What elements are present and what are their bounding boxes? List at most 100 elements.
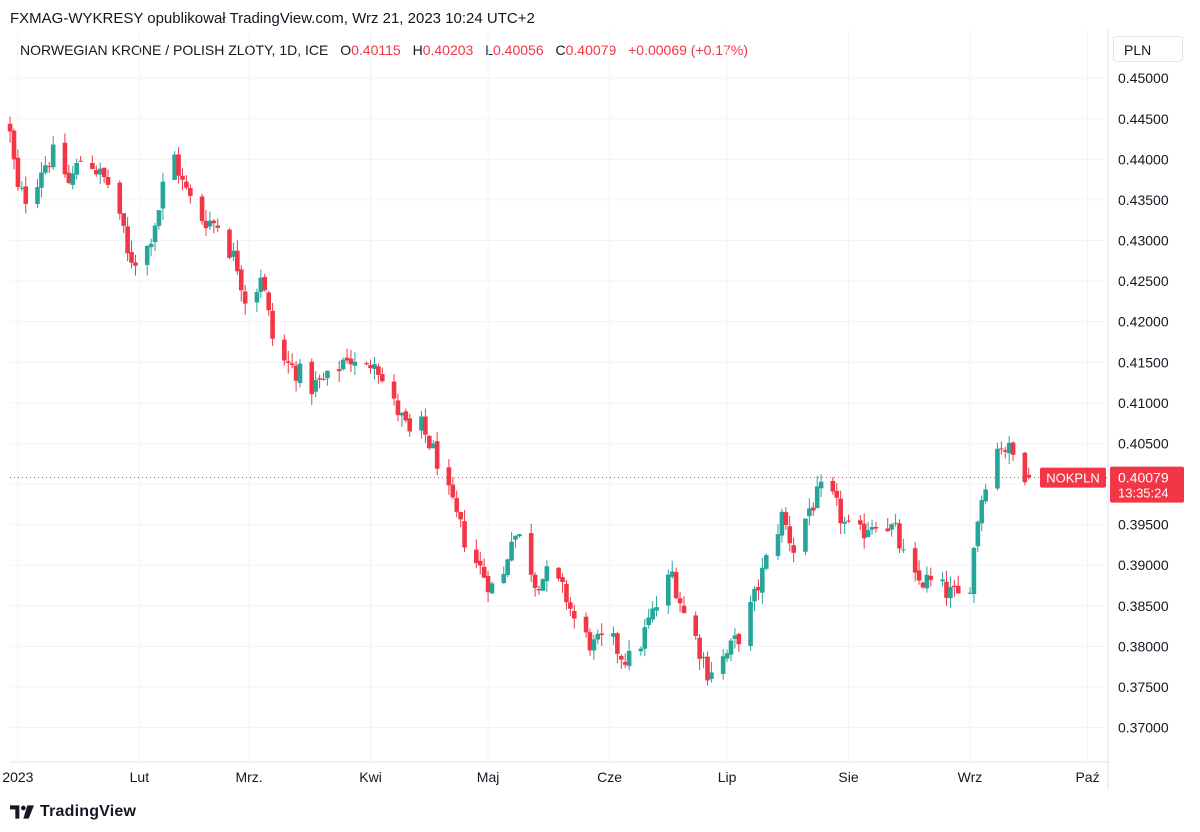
candle-down: [1010, 441, 1016, 461]
candle-body: [650, 608, 655, 620]
candle-up: [509, 532, 514, 562]
candle-up: [967, 587, 973, 595]
candle-body: [344, 357, 350, 361]
currency-button[interactable]: PLN: [1113, 36, 1183, 62]
candle-body: [783, 512, 789, 526]
candle-body: [540, 579, 546, 591]
candle-body: [705, 656, 710, 681]
time-axis[interactable]: 2023 Lut Mrz. Kwi Maj Cze Lip Sie Wrz Paź: [2, 769, 1099, 785]
price-tick-label: 0.39000: [1118, 557, 1169, 573]
candle-body: [560, 577, 565, 582]
price-tick-label: 0.42500: [1118, 273, 1169, 289]
candle-up: [591, 634, 597, 660]
candle-body: [756, 586, 761, 591]
candle-body: [133, 262, 138, 266]
symbol-legend: NORWEGIAN KRONE / POLISH ZLOTY, 1D, ICE …: [20, 42, 748, 58]
candle-down: [282, 334, 287, 366]
candle-up: [297, 358, 303, 388]
candle-down: [242, 284, 248, 315]
price-tag-countdown: 13:35:24: [1118, 486, 1169, 501]
candle-body: [427, 435, 432, 449]
candle-body: [489, 583, 495, 594]
price-tick-label: 0.44500: [1118, 111, 1169, 127]
candle-body: [775, 534, 781, 556]
time-tick-label: Lut: [130, 769, 150, 785]
candle-body: [846, 520, 851, 522]
candle-body: [873, 526, 879, 529]
candle-down: [270, 302, 275, 346]
candle-down: [791, 537, 796, 563]
candle-body: [254, 292, 260, 303]
candle-body: [889, 524, 894, 530]
symbol-name[interactable]: NORWEGIAN KRONE / POLISH ZLOTY, 1D, ICE: [20, 42, 329, 58]
candle-up: [971, 546, 977, 604]
candle-body: [901, 549, 906, 551]
publisher-header: FXMAG-WYKRESY opublikował TradingView.co…: [10, 10, 535, 27]
low-label: L: [485, 42, 493, 58]
candle-body: [948, 586, 953, 599]
candle-down: [199, 193, 205, 225]
candle-body: [912, 548, 918, 573]
candle-up: [97, 162, 103, 185]
candle-up: [19, 181, 25, 192]
candle-body: [666, 574, 671, 606]
candle-body: [626, 650, 632, 667]
candle-body: [952, 585, 957, 588]
candle-down: [485, 571, 491, 602]
candle-body: [779, 511, 785, 536]
time-tick-label: Kwi: [359, 769, 382, 785]
candle-body: [262, 276, 268, 291]
price-tick-label: 0.39500: [1118, 517, 1169, 533]
candle-down: [211, 219, 217, 234]
candle-body: [595, 633, 601, 640]
candle-body: [352, 361, 358, 366]
candle-body: [101, 167, 107, 178]
candle-up: [505, 558, 510, 578]
candle-down: [235, 240, 240, 275]
candle-up: [43, 155, 48, 175]
candle-down: [955, 575, 961, 594]
candle-down: [203, 209, 209, 237]
candle-down: [454, 490, 460, 518]
candle-down: [560, 573, 565, 593]
candle-up: [74, 158, 79, 180]
candle-up: [842, 516, 847, 534]
candle-down: [705, 651, 710, 686]
candle-down: [532, 572, 538, 597]
candle-body: [152, 225, 158, 243]
candle-up: [948, 576, 953, 608]
candle-down: [176, 147, 181, 184]
candle-down: [873, 521, 879, 533]
candle-body: [1022, 452, 1028, 483]
candle-down: [238, 265, 244, 302]
candle-body: [117, 182, 123, 214]
candle-down: [117, 180, 123, 220]
time-tick-label: Sie: [838, 769, 858, 785]
candle-body: [517, 534, 522, 537]
candle-up: [172, 151, 177, 180]
candle-body: [571, 611, 577, 619]
candle-down: [23, 176, 29, 214]
candle-body: [446, 467, 452, 486]
candle-body: [340, 359, 346, 370]
candle-up: [352, 352, 358, 376]
candle-down: [391, 374, 397, 406]
candle-body: [403, 411, 409, 421]
candle-up: [638, 646, 644, 656]
candle-up: [893, 513, 898, 527]
candle-body: [399, 412, 405, 416]
candle-up: [399, 412, 405, 427]
candle-down: [756, 579, 761, 601]
candle-down: [121, 213, 127, 234]
candle-body: [325, 370, 330, 379]
candle-body: [93, 170, 99, 175]
candle-body: [975, 521, 981, 547]
candle-down: [364, 361, 369, 366]
candle-body: [313, 380, 318, 392]
candle-up: [258, 269, 264, 298]
price-axis[interactable]: 0.45000 0.44500 0.44000 0.43500 0.43000 0.425…: [1118, 70, 1169, 735]
time-tick-label: Wrz: [958, 769, 983, 785]
candle-body: [615, 633, 620, 654]
candle-down: [266, 291, 271, 316]
